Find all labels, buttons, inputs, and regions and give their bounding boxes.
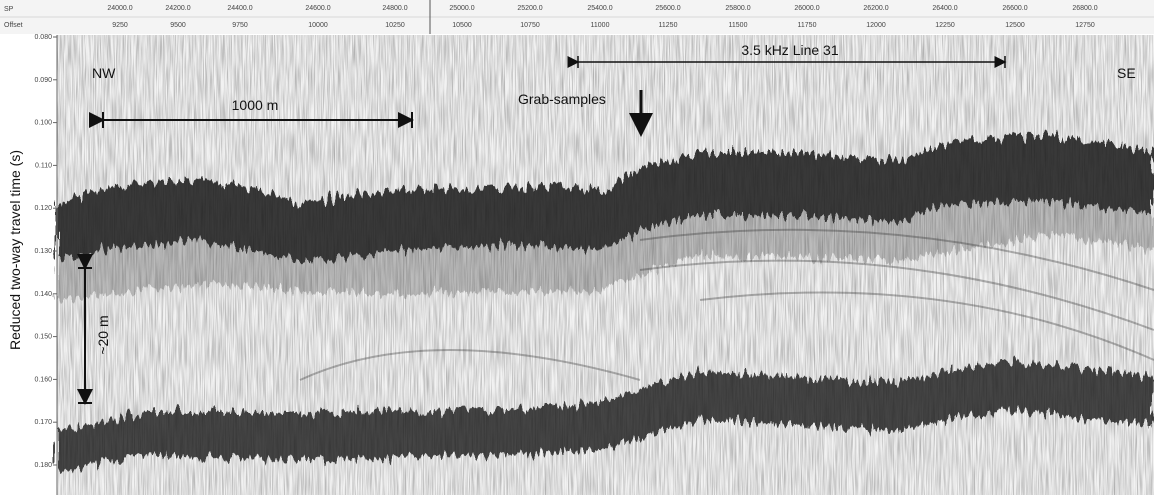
header-label: 10750 [520,22,540,29]
direction-label: NW [92,65,116,81]
row-label: Offset [4,22,23,29]
header-label: 11500 [729,22,748,29]
header-label: 25200.0 [517,5,542,12]
header-label: 24400.0 [227,5,252,12]
header-label: 12500 [1005,22,1025,29]
header-label: 25400.0 [587,5,612,12]
line-label: 3.5 kHz Line 31 [741,42,838,58]
tick-label: 0.170 [34,419,52,426]
tick-label: 0.100 [34,120,52,127]
tick-label: 0.120 [34,205,52,212]
header-label: 12250 [935,22,955,29]
header-label: 26400.0 [932,5,957,12]
tick-label: 0.130 [34,248,52,255]
header-label: 26800.0 [1072,5,1097,12]
header-label: 24600.0 [305,5,330,12]
seismic-profile: SP Offset 24000.0 24200.0 24400.0 24600.0 24… [0,0,1154,495]
header-label: 12750 [1075,22,1095,29]
header-label: 11750 [798,22,817,29]
samples-label: Grab-samples [518,91,606,107]
vertical-scale-label: ~20 m [95,315,111,354]
header-label: 26200.0 [863,5,888,12]
tick-label: 0.140 [34,291,52,298]
header-label: 10500 [452,22,472,29]
scale-label: 1000 m [232,97,279,113]
header-label: 9250 [112,22,128,29]
header: SP Offset 24000.0 24200.0 24400.0 24600.0 24… [0,0,1154,34]
tick-label: 0.160 [34,376,52,383]
axis-label: Reduced two-way travel time (s) [7,150,23,350]
direction-label: SE [1117,65,1136,81]
header-label: 10250 [385,22,405,29]
header-label: 11250 [659,22,678,29]
header-label: 24800.0 [382,5,407,12]
tick-label: 0.150 [34,334,52,341]
header-label: 11000 [591,22,610,29]
header-label: 9500 [170,22,186,29]
header-label: 9750 [232,22,248,29]
header-label: 26000.0 [794,5,819,12]
header-label: 24000.0 [107,5,132,12]
header-label: 25000.0 [449,5,474,12]
header-label: 25800.0 [725,5,750,12]
header-label: 24200.0 [165,5,190,12]
y-axis: Reduced two-way travel time (s) 0.080 0.0… [7,34,57,495]
header-label: 12000 [866,22,886,29]
header-label: 25600.0 [655,5,680,12]
row-label: SP [4,6,14,13]
tick-label: 0.180 [34,462,52,469]
header-label: 10000 [308,22,328,29]
tick-label: 0.090 [34,77,52,84]
tick-label: 0.110 [35,162,52,169]
header-label: 26600.0 [1002,5,1027,12]
tick-label: 0.080 [34,34,52,41]
